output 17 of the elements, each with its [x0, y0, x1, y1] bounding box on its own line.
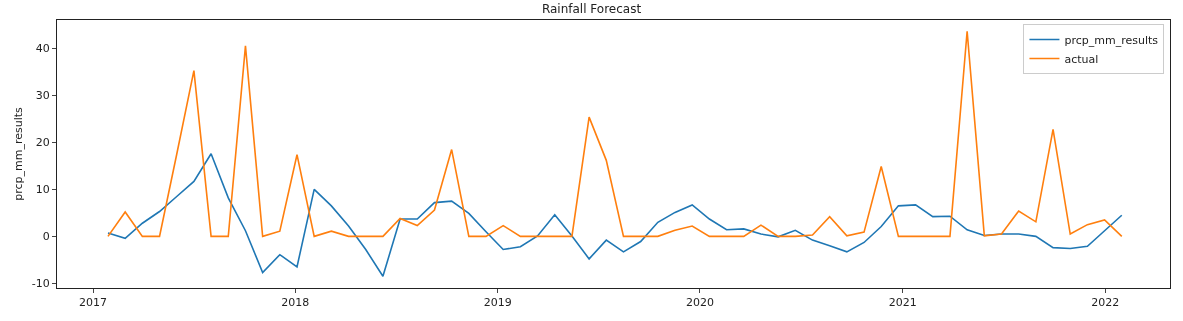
y-tick-label: 40 — [35, 42, 50, 56]
x-tick-label: 2021 — [888, 296, 917, 310]
legend-label: actual — [1064, 52, 1099, 66]
y-axis-title: prcp_mm_results — [12, 106, 26, 201]
x-tick-label: 2018 — [281, 296, 310, 310]
chart-title: Rainfall Forecast — [541, 2, 642, 17]
x-tick-label: 2022 — [1091, 296, 1120, 310]
x-tick-label: 2017 — [79, 296, 108, 310]
x-tick-label: 2019 — [483, 296, 512, 310]
y-tick-label: 20 — [35, 136, 50, 150]
y-tick-label: -10 — [31, 277, 50, 291]
legend-label: prcp_mm_results — [1064, 33, 1159, 47]
line-series — [107, 152, 1123, 278]
x-tick-label: 2020 — [685, 296, 714, 310]
y-tick-label: 30 — [35, 89, 50, 103]
y-tick-label: 0 — [42, 230, 50, 244]
y-tick-label: 10 — [35, 183, 50, 197]
